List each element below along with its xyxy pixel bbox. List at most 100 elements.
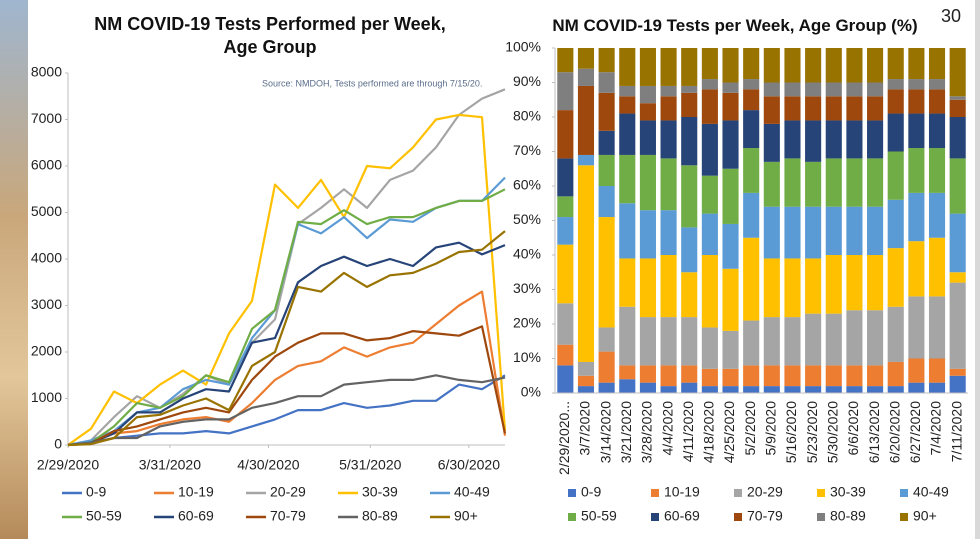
y-tick-label: 7000 [31,110,62,126]
bar-segment [825,313,842,366]
bar-segment [928,48,946,80]
bar-segment [825,158,842,207]
bar-segment [619,113,636,155]
legend-swatch [651,489,659,497]
bar-segment [743,386,760,393]
bar-segment [867,310,884,366]
x-tick-label: 6/30/2020 [438,457,500,473]
bar-segment [846,255,863,311]
x-tick-label: 5/23/2020 [804,401,820,463]
desktop-strip [0,0,28,539]
bar-segment [639,258,656,318]
bar-segment [887,151,904,200]
bar-segment [577,361,595,376]
bar-segment [949,96,966,100]
bar-segment [557,217,574,245]
bar-segment [784,120,801,159]
x-tick-label: 3/28/2020 [639,401,655,463]
bar-segment [805,96,822,121]
bar-segment [598,72,615,93]
series-line [67,241,506,447]
bar-segment [577,386,595,393]
bar-segment [598,186,615,218]
bar-segment [908,296,925,359]
legend-swatch [817,513,825,521]
bar-segment [681,92,698,117]
bar-segment [722,92,739,121]
bar-segment [949,272,966,283]
y-tick-label: 0% [521,384,541,400]
bar-segment [639,317,656,366]
bar-segment [784,82,801,97]
bar-segment [949,368,966,376]
bar-segment [887,199,904,249]
legend-label: 40-49 [913,484,949,500]
bar-segment [908,148,925,193]
bar-segment [619,379,636,393]
bar-segment [681,48,698,86]
y-tick-label: 8000 [31,64,62,80]
x-tick-label: 7/11/2020 [948,401,964,462]
bar-segment [805,313,822,366]
bar-segment [825,206,842,255]
bar-segment [743,192,760,238]
bar-segment [908,89,925,114]
series-line [67,325,507,447]
bar-segment [598,130,615,155]
bar-segment [743,79,760,90]
series-line [67,88,506,447]
bar-segment [701,79,718,90]
bar-segment [577,375,595,387]
bar-segment [722,330,739,369]
bar-segment [928,358,946,383]
legend-label: 20-29 [270,484,306,500]
bar-segment [598,327,615,352]
legend-label: 0-9 [86,484,106,500]
bar-segment [557,365,574,393]
bar-segment [887,386,904,393]
bar-segment [639,365,656,383]
bar-segment [763,82,780,97]
x-tick-label: 5/31/2020 [339,457,401,473]
bar-segment [805,258,822,314]
bar-segment [867,365,884,387]
bar-segment [681,117,698,166]
y-tick-label: 5000 [31,203,62,219]
series-line [67,113,507,446]
bar-segment [784,365,801,387]
y-tick-label: 100% [505,39,541,55]
bar-segment [763,206,780,259]
bar-segment [805,120,822,162]
bar-segment [722,120,739,169]
left-chart-title: NM COVID-19 Tests Performed per Week, Ag… [94,14,446,57]
bar-segment [660,210,677,255]
bar-segment [619,203,636,259]
bar-segment [701,123,718,176]
legend-swatch [900,489,908,497]
bar-segment [722,268,739,331]
bar-segment [619,85,636,97]
bar-segment [949,158,966,214]
bar-segment [743,365,760,387]
bar-segment [928,296,946,359]
bar-segment [660,120,677,159]
series-line [67,290,507,447]
bar-segment [722,368,739,387]
bar-segment [846,82,863,97]
x-tick-label: 5/2/2020 [742,401,758,456]
x-tick-label: 7/4/2020 [928,401,944,456]
y-tick-label: 90% [513,73,541,89]
x-tick-label: 5/16/2020 [783,401,799,463]
bar-segment [825,82,842,97]
bar-segment [867,82,884,97]
bar-segment [743,89,760,111]
bar-segment [949,48,966,97]
y-tick-label: 50% [513,211,541,227]
bar-segment [825,96,842,121]
bar-segment [598,382,615,393]
legend-swatch [900,513,908,521]
bar-segment [681,382,698,393]
bar-segment [867,255,884,311]
bar-segment [763,365,780,387]
bar-segment [660,85,677,97]
